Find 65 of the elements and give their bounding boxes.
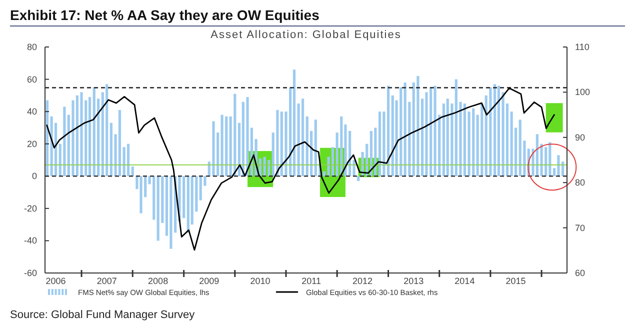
y2-tick-label: 100 [575,87,590,98]
bar [246,97,249,176]
x-tick-label: 2006 [46,276,66,286]
chart-title: Exhibit 17: Net % AA Say they are OW Equities [10,7,320,23]
bar [301,98,304,176]
bar [331,147,334,176]
bar [434,86,436,176]
bar [276,110,279,176]
bar [386,86,390,176]
bar [106,84,108,176]
bar [497,86,500,176]
y2-tick-label: 90 [575,132,586,142]
bar [416,76,420,176]
x-tick-label: 2010 [250,276,270,286]
y2-tick-label: 80 [575,178,586,188]
bar [234,94,236,176]
y-tick-label: 80 [26,42,37,52]
y2-tick-label: 70 [575,222,586,233]
bar [88,97,92,176]
bar [140,176,142,214]
x-tick-label: 2015 [506,276,526,286]
bar [548,142,552,176]
bar [80,92,83,176]
bar [122,147,126,176]
x-tick-label: 2014 [454,276,475,286]
y-tick-label: -40 [24,236,37,246]
y-tick-label: 0 [32,171,37,182]
x-tick-label: 2008 [148,276,168,286]
bar [374,128,377,176]
x-tick-label: 2009 [199,276,220,286]
chart-subtitle: Asset Allocation: Global Equities [210,29,402,41]
bar [391,95,394,176]
x-tick-label: 2012 [352,276,373,286]
y-tick-label: -20 [24,203,37,214]
bar [126,144,130,176]
bar [131,166,134,176]
x-tick-label: 2013 [404,276,424,286]
bar [292,70,296,176]
bar [340,116,343,176]
bar [404,82,406,176]
bar [378,112,382,176]
bar [357,176,360,181]
bar [63,106,66,176]
bar [186,176,190,233]
bar [489,87,492,176]
bar [170,176,172,249]
y-tick-label: 60 [26,74,37,84]
bar [510,112,513,176]
x-tick-label: 2011 [302,276,321,286]
y-tick-label: 20 [26,138,37,149]
bar [156,176,160,241]
bar [306,116,308,176]
y-tick-label: -60 [24,268,37,278]
y-tick-label: 40 [26,106,37,117]
bar [212,121,215,176]
source-note: Source: Global Fund Manager Survey [10,309,196,321]
bar [557,155,560,176]
bar [480,104,484,176]
x-tick-label: 2007 [96,276,117,286]
bar [220,114,224,176]
bar [493,84,496,176]
bar [118,110,122,176]
y2-tick-label: 60 [575,268,586,278]
y2-tick-label: 110 [575,42,590,52]
bar [92,87,96,176]
